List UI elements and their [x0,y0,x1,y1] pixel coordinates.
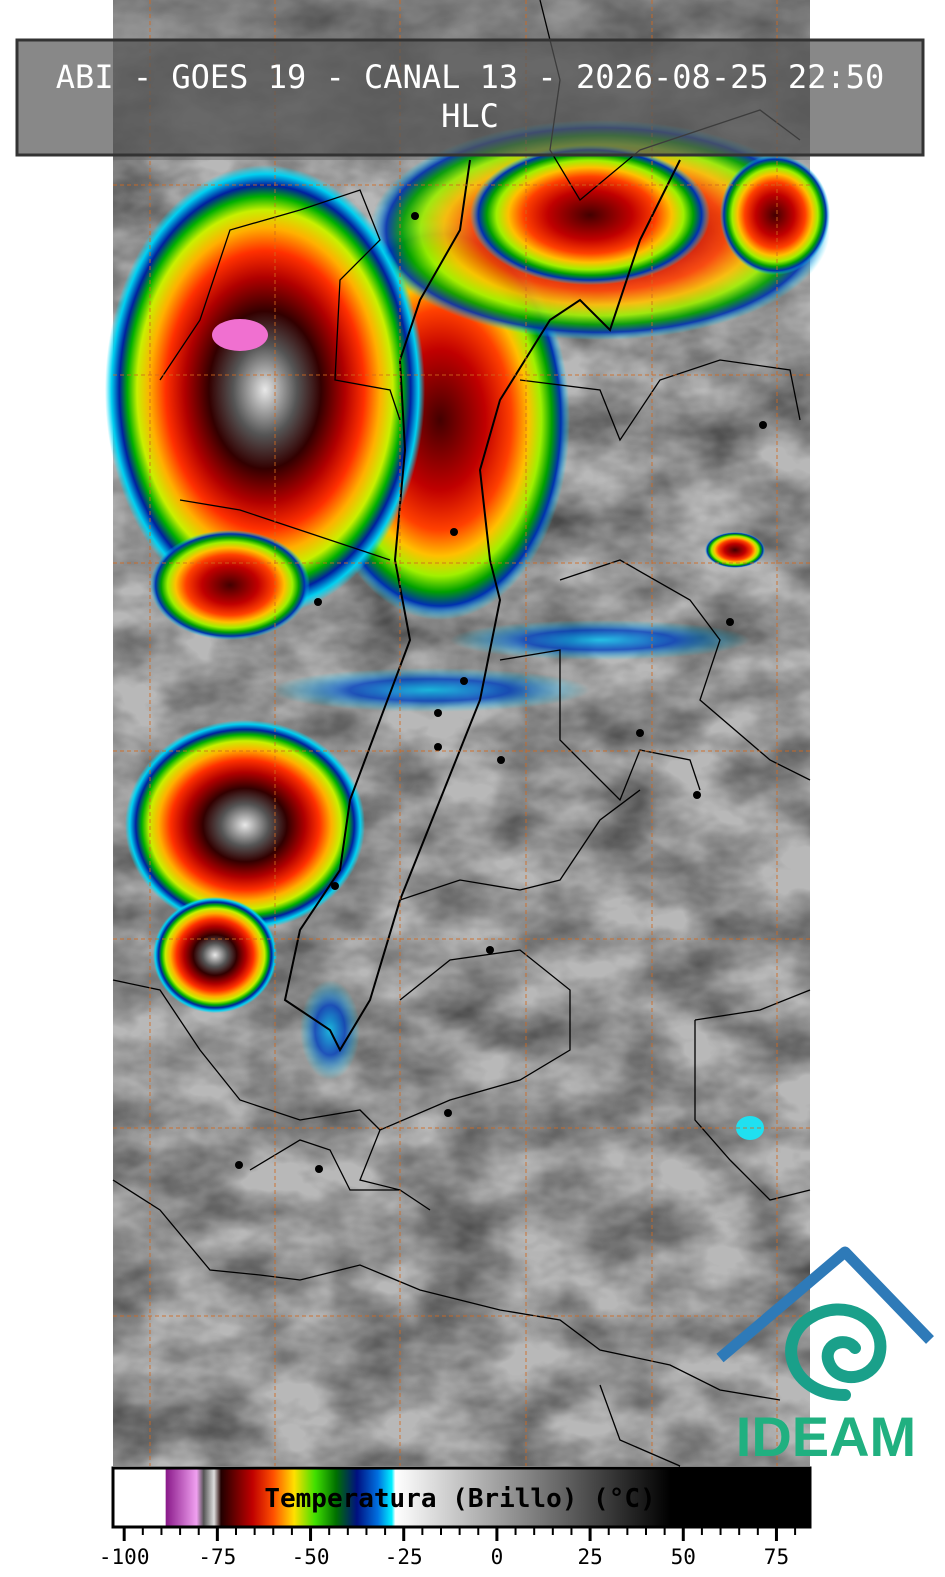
colorbar-tick-label: -50 [292,1545,330,1569]
logo-text: IDEAM [736,1405,916,1468]
satellite-image [105,0,830,1466]
colorbar: Temperatura (Brillo) (°C) [111,1466,812,1529]
colorbar-label: Temperatura (Brillo) (°C) [264,1484,655,1514]
title-box: ABI - GOES 19 - CANAL 13 - 2026-08-25 22… [15,38,925,157]
colorbar-tick-label: 75 [764,1545,789,1569]
logo: IDEAM [716,1246,934,1468]
colorbar-tick-label: 0 [491,1545,504,1569]
colorbar-tick-label: -100 [99,1545,150,1569]
colorbar-tick-label: 50 [671,1545,696,1569]
subtitle: HLC [441,97,499,135]
graticule [113,0,810,1466]
colorbar-tick-label: 25 [577,1545,602,1569]
colorbar-tick-label: -75 [198,1545,236,1569]
city-dots [235,212,767,1173]
colorbar-tick-label: -25 [385,1545,423,1569]
title: ABI - GOES 19 - CANAL 13 - 2026-08-25 22… [56,58,884,96]
borders [112,0,811,1467]
